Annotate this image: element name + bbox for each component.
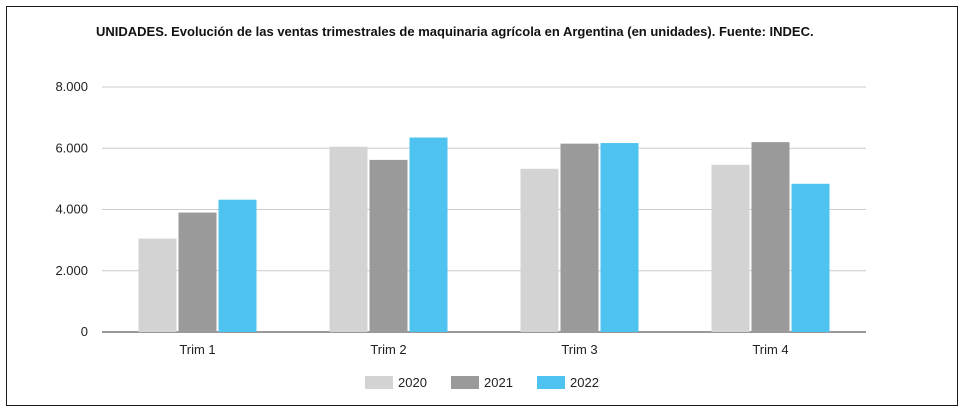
bar-2021-trim-3	[560, 143, 599, 332]
y-tick-label: 8.000	[55, 79, 88, 94]
bars	[138, 137, 830, 332]
bar-2020-trim-2	[329, 146, 368, 332]
x-tick-label: Trim 2	[370, 342, 406, 357]
bar-2022-trim-3	[600, 143, 639, 332]
y-tick-label: 6.000	[55, 140, 88, 155]
y-tick-label: 2.000	[55, 263, 88, 278]
legend-swatch-2020	[365, 376, 393, 389]
x-tick-label: Trim 1	[179, 342, 215, 357]
bar-2020-trim-4	[711, 164, 750, 332]
grid-lines	[102, 86, 866, 333]
bar-2022-trim-2	[409, 137, 448, 332]
bar-2021-trim-2	[369, 159, 408, 332]
chart-title: UNIDADES. Evolución de las ventas trimes…	[96, 24, 814, 39]
bar-2022-trim-4	[791, 183, 830, 332]
bar-2021-trim-1	[178, 212, 217, 332]
bar-2020-trim-1	[138, 238, 177, 332]
y-axis-ticks: 0 2.000 4.000 6.000 8.000	[55, 79, 88, 339]
legend-label-2022: 2022	[570, 375, 599, 390]
x-axis-ticks: Trim 1 Trim 2 Trim 3 Trim 4	[179, 342, 788, 357]
bar-2021-trim-4	[751, 142, 790, 332]
legend-swatch-2021	[451, 376, 479, 389]
legend-label-2020: 2020	[398, 375, 427, 390]
x-tick-label: Trim 4	[752, 342, 788, 357]
y-tick-label: 4.000	[55, 202, 88, 217]
legend-swatch-2022	[537, 376, 565, 389]
bar-2022-trim-1	[218, 199, 257, 332]
y-tick-label: 0	[81, 324, 88, 339]
legend-label-2021: 2021	[484, 375, 513, 390]
legend: 2020 2021 2022	[365, 375, 599, 390]
bar-2020-trim-3	[520, 168, 559, 332]
x-tick-label: Trim 3	[561, 342, 597, 357]
